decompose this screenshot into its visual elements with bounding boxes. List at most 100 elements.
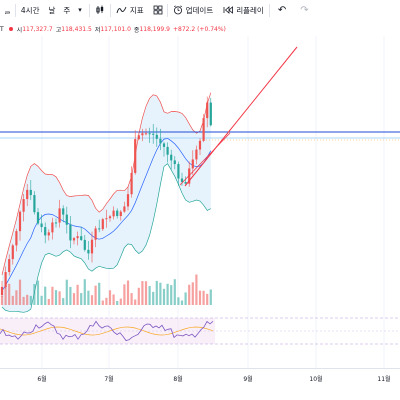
volume-bar [87, 290, 90, 305]
volume-bar [191, 282, 194, 305]
open-value: 117,327.7 [22, 25, 53, 33]
indicator-templates-button[interactable] [149, 0, 167, 20]
volume-bar [166, 283, 169, 305]
candle-body [80, 236, 83, 240]
candle-body [134, 139, 137, 173]
volume-bar [177, 297, 180, 305]
price-chart[interactable] [0, 0, 400, 368]
candle-body [116, 210, 119, 217]
candle-style-button[interactable] [90, 0, 110, 20]
volume-bar [141, 281, 144, 305]
volume-bar [72, 293, 76, 305]
rsi-line [0, 320, 214, 341]
interval-4h[interactable]: 4시간 [20, 5, 40, 15]
volume-bar [137, 287, 140, 305]
candle-body [69, 224, 72, 241]
candle-style-icon [96, 5, 104, 14]
update-label: 업데이트 [185, 5, 214, 15]
volume-bar [119, 298, 122, 305]
volume-bar [209, 289, 212, 305]
bollinger-lower-band [1, 163, 211, 313]
bollinger-upper-band [1, 92, 212, 276]
volume-bar [195, 274, 198, 305]
candle-body [137, 135, 140, 140]
candle-body [206, 102, 209, 119]
candle-body [130, 172, 133, 195]
candle-body [202, 118, 205, 141]
volume-bar [58, 291, 61, 305]
candle-body [148, 133, 151, 135]
replay-label: 리플레이 [236, 5, 264, 15]
candle-body [180, 178, 184, 183]
candle-body [184, 182, 187, 184]
candlestick-series [0, 96, 212, 298]
candle-body [159, 138, 162, 144]
volume-bar [180, 300, 184, 305]
symbol-cut[interactable]: ᆯ [4, 5, 11, 15]
volume-bar [198, 290, 202, 305]
volume-bar [33, 283, 36, 305]
candle-body [29, 189, 32, 196]
market-status-dot [8, 27, 13, 31]
candle-body [18, 211, 22, 232]
volume-bar [80, 293, 83, 305]
volume-bar [83, 279, 86, 305]
replay-button[interactable]: 리플레이 [218, 0, 269, 20]
volume-bar [36, 280, 40, 305]
update-button[interactable]: 업데이트 [168, 0, 219, 20]
low-value: 117,101.0 [100, 25, 131, 33]
candle-body [62, 208, 65, 215]
candle-body [87, 249, 90, 254]
volume-bar [152, 291, 155, 305]
candle-body [166, 146, 169, 155]
candle-body [162, 143, 166, 147]
toolbar-divider [14, 3, 16, 17]
volume-bar [123, 284, 126, 305]
candle-body [26, 189, 29, 200]
candle-body [94, 228, 97, 240]
change-value: +872.2 (+0.74%) [172, 25, 226, 33]
alert-clock-icon [173, 5, 182, 15]
undo-button[interactable]: ↶ [270, 0, 294, 20]
interval-dropdown[interactable]: ▾ [74, 0, 89, 20]
candle-body [101, 219, 104, 230]
bollinger-fill [2, 92, 211, 313]
volume-bar [101, 300, 104, 305]
volume-bar [155, 280, 158, 305]
volume-bar [51, 286, 54, 305]
toolbar-divider [166, 3, 168, 17]
high-value: 118,431.5 [61, 25, 92, 33]
volume-bar [98, 282, 101, 305]
volume-bar [40, 295, 43, 305]
candle-body [126, 194, 130, 207]
redo-button[interactable]: ↷ [294, 0, 314, 20]
candle-body [15, 231, 18, 246]
volume-bar [202, 290, 205, 305]
trend-line-lower[interactable] [179, 132, 231, 186]
symbol-suffix: T [0, 25, 4, 33]
volume-bar [112, 294, 115, 305]
candle-body [112, 210, 115, 217]
candle-body [141, 133, 144, 136]
indicators-button[interactable]: 지표 [111, 0, 149, 20]
volume-bar [90, 295, 94, 305]
interval-week[interactable]: 주 [63, 5, 71, 15]
trend-line-upper[interactable] [184, 46, 298, 187]
candle-body [8, 259, 11, 273]
time-axis[interactable] [0, 368, 400, 400]
volume-bar [170, 285, 173, 305]
volume-bar [144, 281, 148, 305]
candle-body [119, 211, 122, 217]
interval-day[interactable]: 날 [48, 5, 56, 15]
rsi-signal-line [0, 326, 214, 336]
volume-bar [44, 286, 47, 305]
low-label: 저 [94, 26, 101, 34]
candle-body [105, 218, 108, 220]
candle-body [198, 140, 202, 150]
candle-body [54, 222, 58, 224]
candle-body [108, 216, 112, 219]
candle-body [152, 133, 155, 135]
volume-series [0, 274, 212, 305]
volume-bar [47, 299, 50, 305]
candle-body [155, 134, 158, 139]
